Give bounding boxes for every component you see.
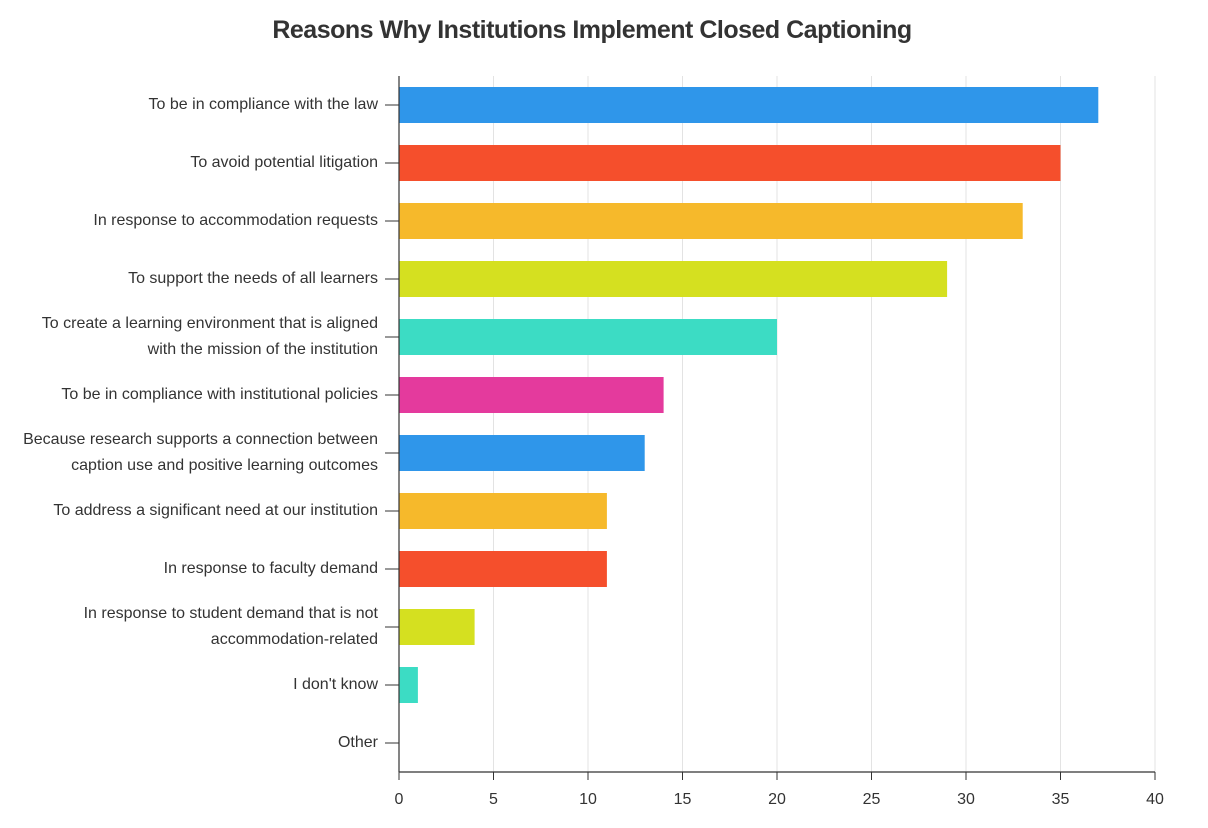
x-tick-label: 25 bbox=[863, 791, 881, 808]
bar bbox=[399, 667, 418, 703]
x-tick-label: 35 bbox=[1052, 791, 1070, 808]
bar bbox=[399, 87, 1099, 123]
category-label: I don't know bbox=[293, 676, 378, 693]
bar bbox=[399, 261, 948, 297]
category-label: To support the needs of all learners bbox=[128, 270, 378, 287]
x-tick-label: 20 bbox=[768, 791, 786, 808]
x-tick-label: 5 bbox=[489, 791, 498, 808]
bar bbox=[399, 493, 607, 529]
category-label: In response to accommodation requests bbox=[93, 212, 378, 229]
category-label: To be in compliance with institutional p… bbox=[61, 386, 378, 403]
category-label: To address a significant need at our ins… bbox=[53, 502, 378, 519]
bar bbox=[399, 377, 664, 413]
category-label: In response to faculty demand bbox=[163, 560, 378, 577]
bar bbox=[399, 551, 607, 587]
category-label: To avoid potential litigation bbox=[190, 154, 378, 171]
bar bbox=[399, 319, 777, 355]
category-label: Other bbox=[337, 734, 378, 751]
x-tick-label: 0 bbox=[395, 791, 404, 808]
x-tick-label: 40 bbox=[1146, 791, 1164, 808]
category-label: Because research supports a connection b… bbox=[23, 431, 378, 474]
x-tick-label: 30 bbox=[957, 791, 975, 808]
bar bbox=[399, 435, 645, 471]
x-tick-label: 10 bbox=[579, 791, 597, 808]
category-label: In response to student demand that is no… bbox=[83, 605, 378, 648]
x-tick-label: 15 bbox=[674, 791, 692, 808]
bar bbox=[399, 203, 1023, 239]
bar bbox=[399, 145, 1061, 181]
category-label: To create a learning environment that is… bbox=[41, 315, 378, 358]
category-label: To be in compliance with the law bbox=[148, 96, 378, 113]
bar bbox=[399, 609, 475, 645]
chart-title: Reasons Why Institutions Implement Close… bbox=[272, 16, 912, 44]
